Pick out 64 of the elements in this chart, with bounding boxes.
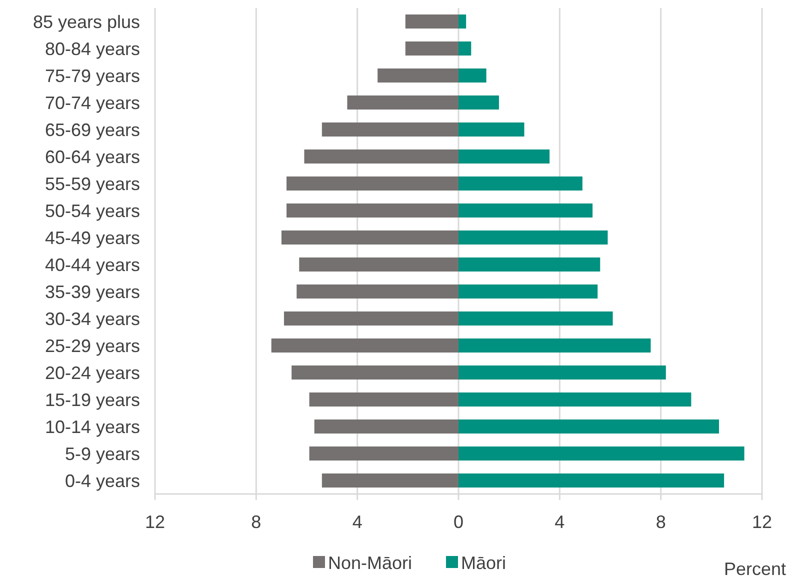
bar [458, 95, 499, 110]
y-tick-label: 20-24 years [44, 362, 140, 383]
bar [458, 284, 598, 299]
bar [458, 311, 613, 326]
bar [322, 473, 458, 488]
bar [458, 203, 593, 218]
y-tick-label: 30-34 years [44, 308, 140, 329]
y-tick-label: 10-14 years [44, 416, 140, 437]
y-tick-label: 55-59 years [44, 174, 140, 194]
bar [458, 473, 724, 488]
bar [458, 41, 472, 56]
bar [405, 41, 458, 56]
bar [281, 230, 458, 245]
x-tick-label: 12 [752, 512, 772, 532]
bar [458, 14, 466, 29]
bar [378, 68, 458, 83]
y-tick-label: 5-9 years [64, 444, 140, 464]
bar [309, 446, 458, 461]
y-tick-label: 65-69 years [44, 120, 140, 140]
y-tick-label: 35-39 years [44, 282, 140, 302]
bar [458, 149, 550, 164]
bar [458, 122, 524, 137]
y-tick-label: 15-19 years [44, 390, 140, 410]
x-tick-label: 8 [656, 512, 666, 532]
y-tick-label: 85 years plus [32, 12, 140, 32]
x-tick-label: 12 [144, 512, 166, 532]
x-tick-label: 4 [554, 512, 565, 532]
y-tick-label: 60-64 years [44, 146, 140, 167]
bar [347, 95, 458, 110]
bar [458, 176, 582, 191]
legend-label: Non-Māori [328, 553, 412, 573]
y-tick-label: 40-44 years [44, 254, 140, 275]
bar [314, 419, 458, 434]
bar [322, 122, 458, 137]
y-tick-label: 50-54 years [44, 200, 140, 221]
y-tick-label: 75-79 years [44, 66, 140, 86]
y-tick-label: 70-74 years [44, 92, 140, 113]
bar [296, 284, 458, 299]
bar [284, 311, 458, 326]
y-tick-label: 80-84 years [44, 38, 140, 59]
bar [458, 257, 600, 272]
bar [458, 338, 651, 353]
bar [458, 446, 744, 461]
bar [309, 392, 458, 407]
bar [458, 68, 486, 83]
bar [304, 149, 458, 164]
x-tick-label: 0 [453, 512, 464, 532]
bar [458, 365, 666, 380]
bar [271, 338, 458, 353]
legend-label: Māori [461, 553, 506, 573]
x-tick-label: 4 [352, 512, 362, 532]
bar [458, 419, 720, 434]
bar [458, 392, 692, 407]
y-tick-label: 45-49 years [44, 228, 140, 248]
bar [405, 14, 458, 29]
bar [458, 230, 608, 245]
bar [299, 257, 458, 272]
y-tick-label: 25-29 years [44, 336, 140, 356]
x-axis-title: Percent [724, 559, 786, 579]
y-tick-label: 0-4 years [64, 470, 140, 491]
x-tick-label: 8 [251, 512, 262, 532]
bar [286, 176, 458, 191]
bar [292, 365, 458, 380]
bar [286, 203, 458, 218]
